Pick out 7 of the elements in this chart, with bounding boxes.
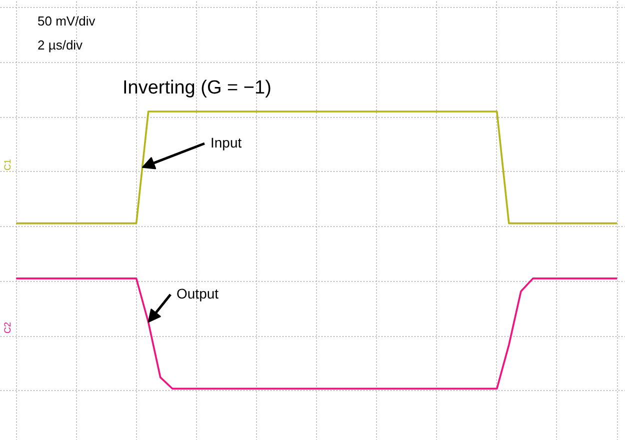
series-label: Input [210,134,242,150]
text: 50 mV/div [38,14,96,28]
annotation: C2 [2,322,12,334]
text: 2 µs/div [38,38,84,52]
chart-title: Inverting (G = −1) [122,78,272,98]
text: Output [176,286,219,302]
annotation: C1 [2,158,12,170]
